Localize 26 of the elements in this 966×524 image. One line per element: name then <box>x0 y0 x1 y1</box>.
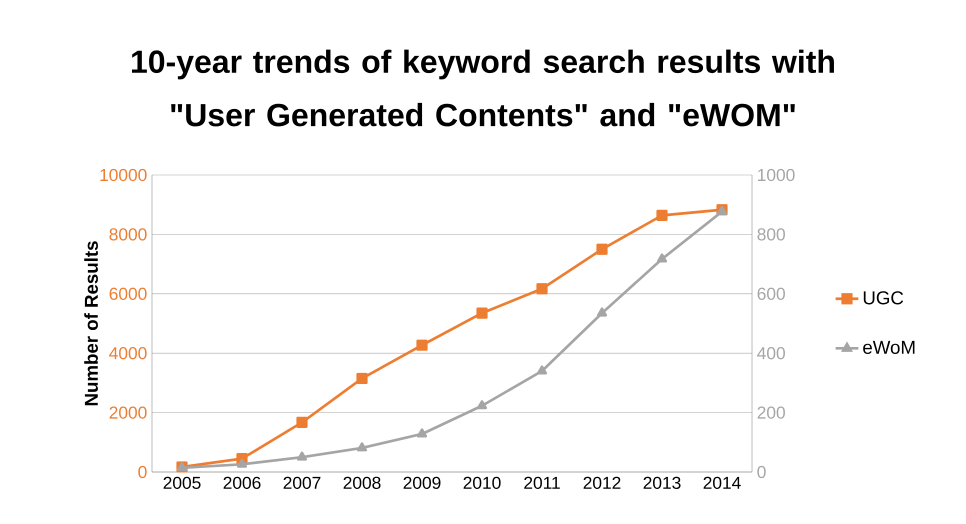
x-tick-label: 2010 <box>464 476 501 489</box>
y-tick-label: 0 <box>138 466 147 478</box>
x-tick-label: 2012 <box>584 476 620 489</box>
legend-label: eWoM <box>863 340 914 354</box>
y2-tick-label: 800 <box>757 228 785 241</box>
y-tick-label: 8000 <box>109 228 147 241</box>
x-tick-label: 2013 <box>644 476 681 489</box>
y-tick-label: 4000 <box>109 347 147 360</box>
y-axis-title: Number of Results <box>84 241 98 406</box>
y2-tick-label: 200 <box>758 406 785 419</box>
y2-tick-label: 600 <box>758 288 785 300</box>
x-tick-label: 2014 <box>704 476 741 489</box>
x-tick-label: 2008 <box>344 476 381 489</box>
y2-tick-label: 0 <box>757 466 766 478</box>
x-tick-label: 2006 <box>224 476 261 489</box>
y-tick-label: 2000 <box>110 406 147 419</box>
legend-label: UGC <box>864 291 904 304</box>
x-tick-label: 2009 <box>404 476 440 489</box>
y-tick-label: 6000 <box>110 288 147 300</box>
x-tick-label: 2007 <box>284 476 320 489</box>
chart-title: 10-year trends of keyword search results with "User Generated Contents" and "eWOM" <box>132 50 834 126</box>
y2-tick-label: 1000 <box>758 168 795 182</box>
y-tick-label: 10000 <box>100 168 147 182</box>
x-tick-label: 2011 <box>524 476 560 489</box>
y2-tick-label: 400 <box>757 347 785 360</box>
x-tick-label: 2005 <box>164 476 201 489</box>
